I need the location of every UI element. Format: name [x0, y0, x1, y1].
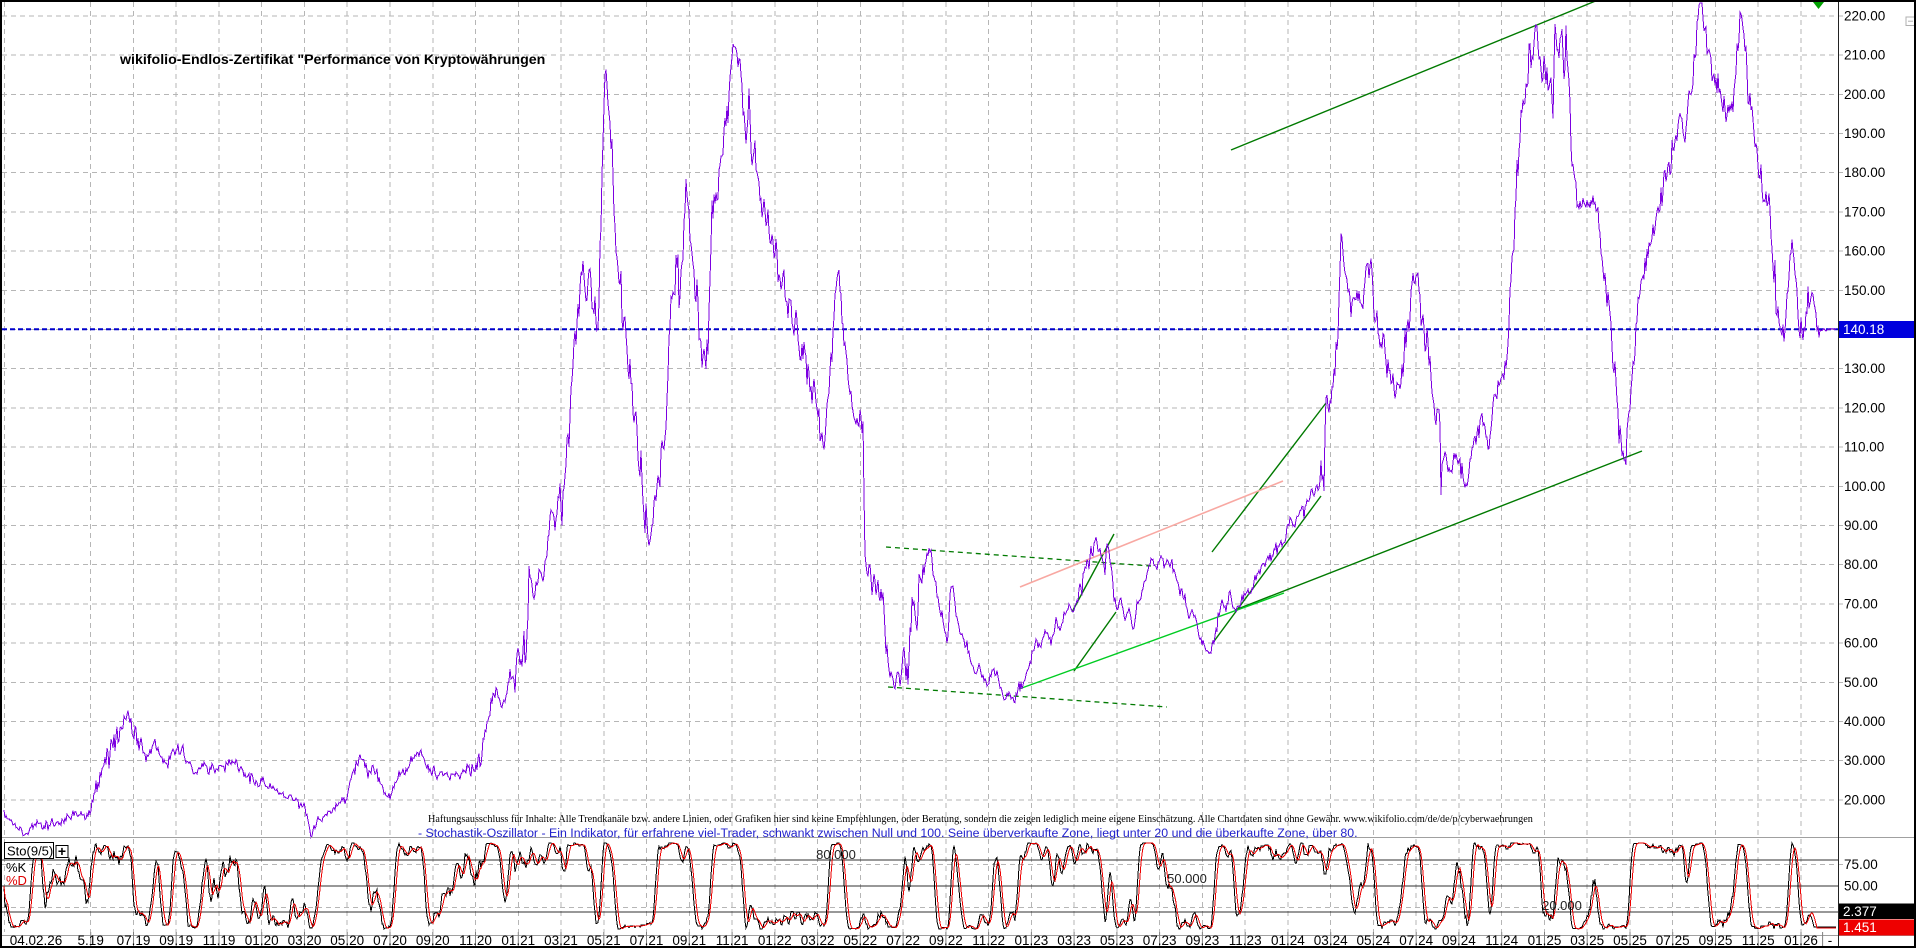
svg-text:11.19: 11.19: [203, 933, 236, 948]
svg-text:07.20: 07.20: [373, 933, 407, 948]
svg-text:%K: %K: [6, 860, 27, 875]
svg-text:40.000: 40.000: [1844, 714, 1885, 729]
svg-text:Haftungsausschluss für Inhalte: Haftungsausschluss für Inhalte: Alle Tre…: [428, 814, 1533, 825]
svg-text:50.000: 50.000: [1167, 871, 1207, 886]
svg-text:03.21: 03.21: [544, 933, 578, 948]
svg-text:03.20: 03.20: [288, 933, 322, 948]
svg-text:200.00: 200.00: [1844, 87, 1885, 102]
svg-text:- Stochastik-Oszillator - Ein: - Stochastik-Oszillator - Ein Indikator,…: [418, 826, 1358, 840]
svg-text:20.000: 20.000: [1844, 792, 1885, 807]
svg-text:60.00: 60.00: [1844, 636, 1878, 651]
svg-text:210.00: 210.00: [1844, 48, 1885, 63]
svg-text:07.24: 07.24: [1399, 933, 1433, 948]
svg-text:170.00: 170.00: [1844, 204, 1885, 219]
svg-text:09.20: 09.20: [416, 933, 450, 948]
svg-text:190.00: 190.00: [1844, 126, 1885, 141]
svg-text:11.24: 11.24: [1485, 933, 1518, 948]
svg-text:140.18: 140.18: [1843, 322, 1884, 337]
svg-text:07.25: 07.25: [1656, 933, 1690, 948]
svg-text:Sto(9/5): Sto(9/5): [7, 844, 53, 859]
svg-text:01.24: 01.24: [1271, 933, 1305, 948]
svg-text:11.20: 11.20: [459, 933, 492, 948]
svg-text:80.00: 80.00: [1844, 557, 1878, 572]
svg-text:70.00: 70.00: [1844, 596, 1878, 611]
svg-text:09.23: 09.23: [1186, 933, 1220, 948]
svg-text:110.00: 110.00: [1844, 440, 1884, 455]
svg-text:07.22: 07.22: [886, 933, 920, 948]
svg-text:05.23: 05.23: [1100, 933, 1134, 948]
svg-text:120.00: 120.00: [1844, 400, 1885, 415]
svg-text:03.22: 03.22: [801, 933, 835, 948]
svg-text:160.00: 160.00: [1844, 244, 1885, 259]
svg-text:11.25: 11.25: [1742, 933, 1775, 948]
svg-text:01.22: 01.22: [758, 933, 792, 948]
svg-text:01.23: 01.23: [1015, 933, 1049, 948]
svg-text:50.00: 50.00: [1844, 879, 1878, 894]
svg-text:90.00: 90.00: [1844, 518, 1878, 533]
svg-text:03.24: 03.24: [1314, 933, 1348, 948]
svg-text:09.21: 09.21: [672, 933, 706, 948]
svg-text:01.26: 01.26: [1784, 933, 1818, 948]
svg-text:130.00: 130.00: [1844, 361, 1885, 376]
svg-text:09.22: 09.22: [929, 933, 963, 948]
svg-text:-: -: [1828, 933, 1833, 948]
svg-text:07.21: 07.21: [630, 933, 664, 948]
svg-text:5.19: 5.19: [78, 933, 104, 948]
svg-text:01.25: 01.25: [1528, 933, 1562, 948]
svg-text:01.21: 01.21: [501, 933, 535, 948]
svg-text:05.25: 05.25: [1613, 933, 1647, 948]
svg-text:180.00: 180.00: [1844, 165, 1885, 180]
svg-text:+: +: [58, 843, 66, 859]
svg-text:2.377: 2.377: [1843, 904, 1877, 919]
svg-text:03.25: 03.25: [1570, 933, 1604, 948]
svg-text:100.00: 100.00: [1844, 479, 1885, 494]
svg-text:50.00: 50.00: [1844, 675, 1878, 690]
svg-text:11.21: 11.21: [716, 933, 749, 948]
svg-text:03.23: 03.23: [1057, 933, 1091, 948]
svg-text:1.451: 1.451: [1843, 920, 1877, 935]
svg-text:07.19: 07.19: [117, 933, 151, 948]
svg-text:05.24: 05.24: [1357, 933, 1391, 948]
svg-text:220.00: 220.00: [1844, 8, 1885, 23]
svg-text:11.22: 11.22: [972, 933, 1005, 948]
svg-text:05.22: 05.22: [843, 933, 877, 948]
svg-text:20.000: 20.000: [1542, 898, 1582, 913]
svg-text:150.00: 150.00: [1844, 283, 1885, 298]
svg-text:07.23: 07.23: [1143, 933, 1177, 948]
svg-text:80.000: 80.000: [816, 847, 856, 862]
svg-text:05.21: 05.21: [587, 933, 621, 948]
svg-text:04.02.26: 04.02.26: [10, 933, 63, 948]
svg-text:01.20: 01.20: [245, 933, 279, 948]
svg-text:%D: %D: [6, 873, 27, 888]
svg-text:wikifolio-Endlos-Zertifikat "P: wikifolio-Endlos-Zertifikat "Performance…: [119, 52, 545, 68]
svg-text:30.000: 30.000: [1844, 753, 1885, 768]
svg-text:09.25: 09.25: [1699, 933, 1733, 948]
svg-text:11.23: 11.23: [1229, 933, 1262, 948]
svg-text:09.24: 09.24: [1442, 933, 1476, 948]
svg-text:09.19: 09.19: [159, 933, 193, 948]
svg-text:75.00: 75.00: [1844, 857, 1878, 872]
svg-text:05.20: 05.20: [330, 933, 364, 948]
